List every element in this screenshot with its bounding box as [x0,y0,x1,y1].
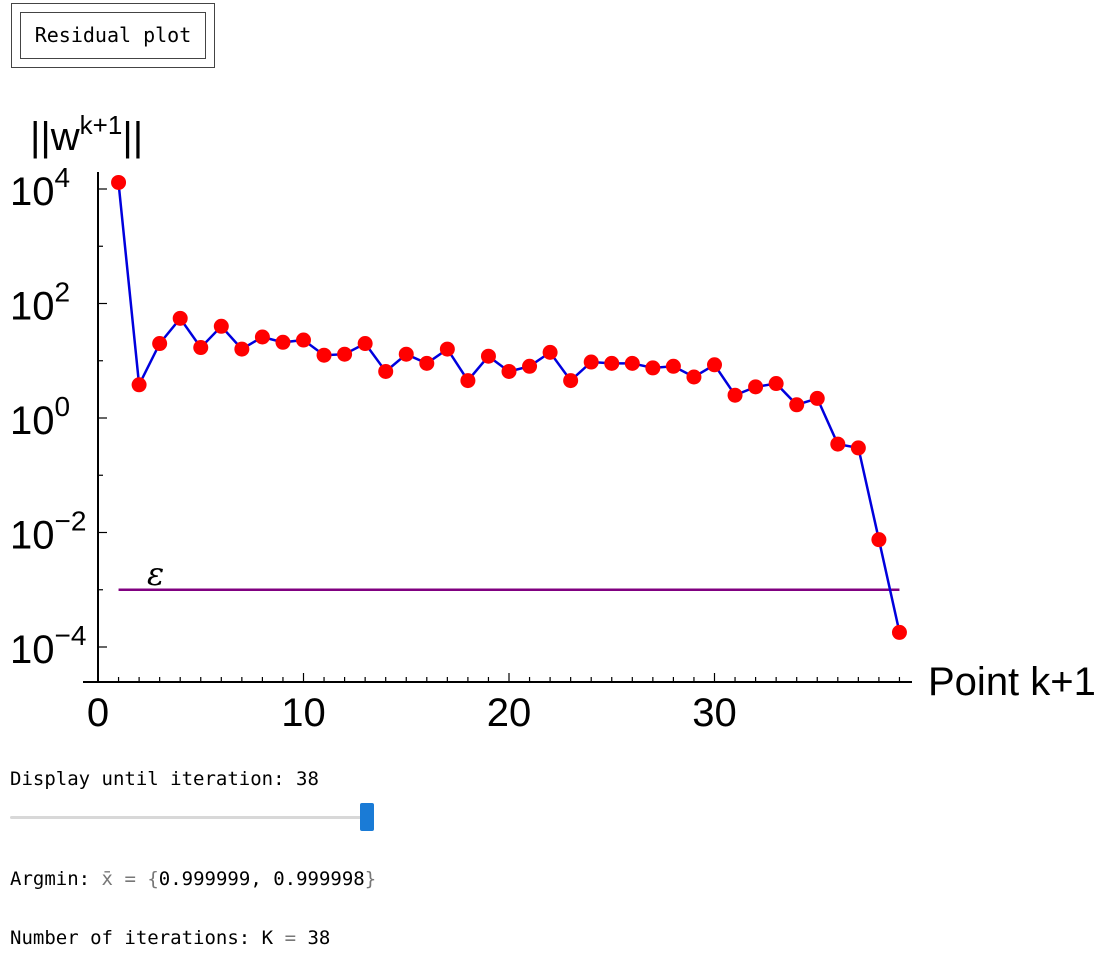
residual-point [830,436,846,452]
residual-point [891,624,907,640]
residual-point [316,347,332,363]
iterations-readout: Number of iterations: K = 38 [10,927,330,949]
residual-point [542,344,558,360]
y-tick-label: 102 [10,277,70,329]
argmin-value-2: 0.999998 [273,868,365,890]
argmin-comma: , [250,868,262,890]
residual-series-line [117,182,901,633]
residual-plot-chart: 0 10 20 30 104 102 100 10−2 10−4 ||wk+1|| Point k+… [10,110,1096,735]
residual-point [645,360,661,376]
residual-point [809,390,825,406]
residual-point [439,341,455,357]
residual-point [850,440,866,456]
argmin-open-brace: { [147,868,159,890]
iterations-value: 38 [307,927,331,949]
x-tick-label: 30 [692,691,737,735]
residual-point [193,340,209,356]
residual-point [213,318,229,334]
residual-point [275,334,291,350]
argmin-symbol: x̄ [101,868,113,890]
residual-point [296,332,311,348]
slider-value: 38 [296,768,319,790]
argmin-label: Argmin: [10,868,91,890]
argmin-readout: Argmin: x̄ = {0.999999, 0.999998} [10,868,376,890]
residual-point [563,373,579,389]
x-tick-label: 0 [87,691,109,735]
residual-point [378,363,394,379]
slider-label-text: Display until iteration: [10,768,285,790]
iteration-slider[interactable] [10,803,374,831]
residual-point [254,329,270,345]
residual-point [501,363,517,379]
residual-point [624,355,640,371]
argmin-value-1: 0.999999 [158,868,251,890]
residual-point [748,379,764,395]
slider-thumb[interactable] [360,803,374,831]
residual-point [604,355,620,371]
residual-point [111,174,127,190]
residual-point [871,532,887,548]
residual-point [686,369,702,385]
residual-point [727,387,743,403]
y-tick-label: 100 [10,391,70,443]
residual-point [172,310,188,326]
iterations-equals: = [284,927,297,949]
y-tick-label: 10−2 [10,506,86,558]
residual-point [337,346,353,362]
epsilon-label: ε [147,555,164,593]
residual-point [460,373,476,389]
slider-track [10,816,374,819]
y-tick-label: 104 [10,162,70,214]
argmin-equals: = [124,868,136,890]
residual-point [234,341,250,357]
residual-point [707,357,722,373]
slider-label: Display until iteration: 38 [10,768,319,790]
x-axis-label: Point k+1 [928,660,1096,704]
residual-point [789,397,805,413]
y-axis-label: ||wk+1|| [30,110,143,159]
residual-point [768,376,784,392]
residual-point [131,377,147,393]
residual-point [419,355,435,371]
residual-plot-button[interactable]: Residual plot [20,12,206,59]
argmin-close-brace: } [364,868,377,890]
x-tick-label: 10 [281,691,326,735]
residual-point [152,336,168,352]
residual-point [522,358,538,374]
residual-point [665,358,681,374]
residual-point [583,354,599,370]
iterations-label: Number of iterations: K [10,927,274,949]
residual-plot-frame: Residual plot [11,3,215,68]
residual-point [357,336,373,352]
y-tick-label: 10−4 [10,620,86,672]
residual-point [480,348,496,364]
residual-point [398,346,414,362]
x-tick-label: 20 [487,691,532,735]
